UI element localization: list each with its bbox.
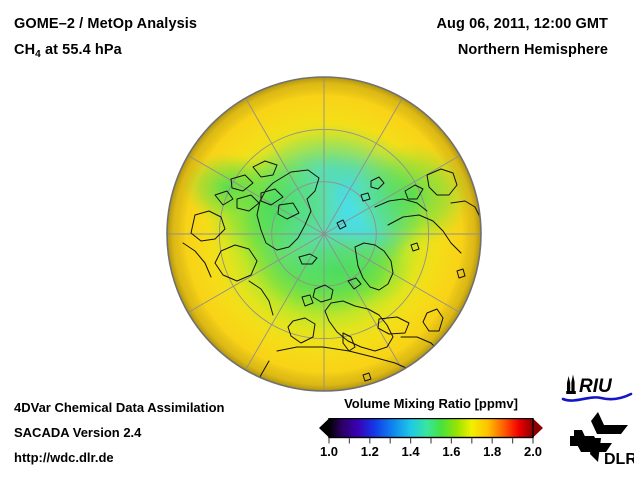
colorbar-over-arrow: [533, 418, 543, 438]
data-field: [167, 77, 481, 391]
footer-version: SACADA Version 2.4: [14, 425, 142, 440]
colorbar-tick-label: 1.6: [442, 444, 461, 459]
title-species-level: CH4 at 55.4 hPa: [14, 42, 122, 60]
footer-url: http://wdc.dlr.de: [14, 450, 114, 465]
colorbar-title: Volume Mixing Ratio [ppmv]: [344, 396, 518, 411]
colorbar-tick-label: 1.0: [319, 444, 339, 459]
title-instrument: GOME–2 / MetOp Analysis: [14, 16, 198, 32]
globe-limb: [166, 76, 482, 392]
pressure-level-label: at 55.4 hPa: [40, 42, 122, 58]
dlr-mark-icon: [570, 412, 628, 462]
colorbar-tick-labels: 1.0 1.2 1.4 1.6 1.8 2.0: [318, 444, 544, 464]
graticule: [167, 77, 481, 391]
riu-logo: RIU: [561, 374, 633, 402]
dlr-wordmark: DLR: [604, 451, 634, 468]
colorbar: Volume Mixing Ratio [ppmv] 1.0 1.2 1.4 1.6 1…: [318, 396, 544, 472]
colorbar-ticks: [328, 438, 534, 444]
colorbar-tick-label: 1.4: [401, 444, 420, 459]
riu-wordmark: RIU: [579, 376, 613, 397]
globe-map: [165, 75, 485, 395]
hemisphere-label: Northern Hemisphere: [457, 42, 608, 58]
species-subscript: 4: [35, 49, 41, 60]
cathedral-spire-icon: [566, 374, 576, 394]
species-label: CH: [14, 42, 36, 58]
dlr-logo: DLR: [570, 412, 634, 468]
timestamp-label: Aug 06, 2011, 12:00 GMT: [436, 16, 608, 32]
footer-method: 4DVar Chemical Data Assimilation: [14, 400, 225, 415]
colorbar-tick-label: 1.8: [483, 444, 502, 459]
colorbar-under-arrow: [319, 418, 329, 438]
colorbar-scale: [319, 418, 543, 444]
colorbar-tick-label: 2.0: [523, 444, 543, 459]
colorbar-tick-label: 1.2: [360, 444, 379, 459]
riu-wave-icon: [561, 392, 633, 402]
